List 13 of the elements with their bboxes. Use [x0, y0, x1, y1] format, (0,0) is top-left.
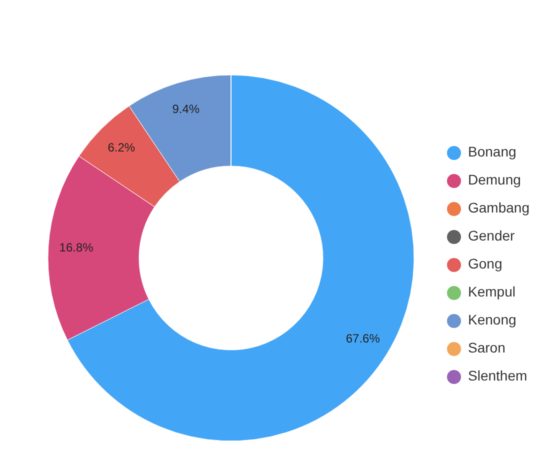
legend-label: Slenthem [468, 368, 528, 384]
data-label: 16.8% [59, 240, 94, 254]
legend-label: Gong [468, 256, 502, 272]
data-label: 67.6% [346, 332, 380, 346]
legend-label: Gambang [468, 200, 530, 216]
legend-label: Kenong [468, 312, 516, 328]
legend-label: Kempul [468, 284, 516, 300]
legend-label: Demung [468, 172, 521, 188]
legend-label: Saron [468, 340, 506, 356]
data-label: 6.2% [108, 140, 136, 155]
data-label: 9.4% [172, 102, 200, 116]
legend-label: Gender [468, 228, 516, 244]
legend-label: Bonang [468, 144, 516, 160]
